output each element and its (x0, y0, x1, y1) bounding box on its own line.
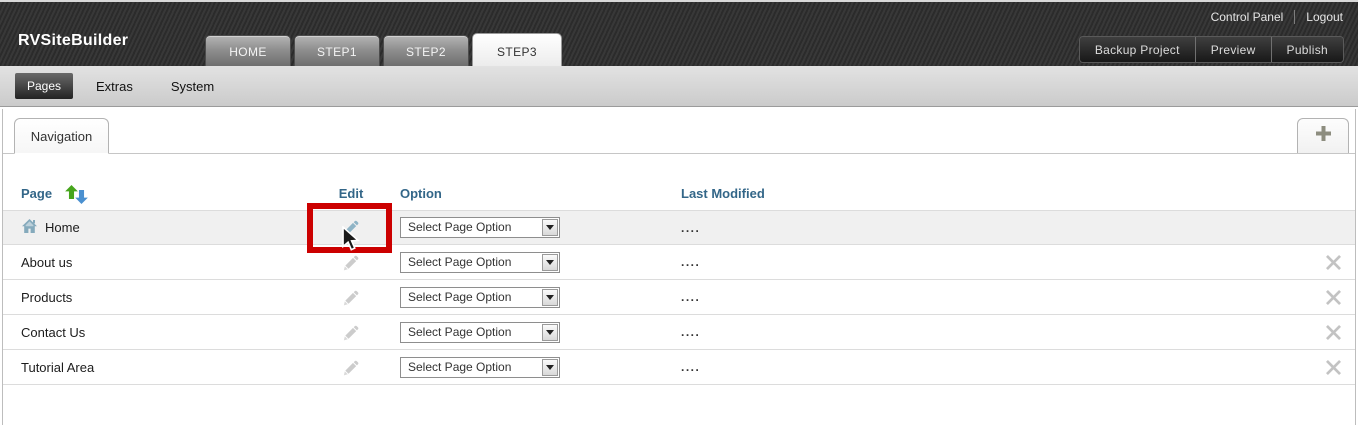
tab-home[interactable]: HOME (205, 35, 291, 66)
add-tab-button[interactable] (1297, 118, 1349, 153)
edit-pencil-icon[interactable] (343, 289, 360, 306)
chevron-down-icon[interactable] (542, 358, 558, 376)
nav-item-system[interactable]: System (170, 78, 215, 94)
table-row: About us Select Page Option .... (3, 245, 1355, 280)
page-option-select[interactable]: Select Page Option (400, 251, 560, 273)
app-logo: RVSiteBuilder (18, 32, 129, 49)
page-option-select[interactable]: Select Page Option (400, 217, 560, 238)
chevron-down-icon[interactable] (542, 253, 558, 271)
last-modified-value: .... (681, 360, 701, 374)
top-links: Control Panel Logout (1211, 10, 1343, 24)
top-bar: RVSiteBuilder Control Panel Logout HOME … (0, 0, 1358, 66)
table-body: Home Select Page Option .... (3, 210, 1355, 385)
page-name: Tutorial Area (21, 359, 95, 375)
select-value: Select Page Option (408, 289, 512, 304)
table-row: Contact Us Select Page Option .... (3, 315, 1355, 350)
page-name: Products (21, 289, 73, 305)
publish-button[interactable]: Publish (1270, 37, 1343, 62)
edit-pencil-icon[interactable] (343, 254, 360, 271)
edit-pencil-icon[interactable] (343, 219, 360, 236)
select-value: Select Page Option (408, 254, 512, 269)
table-row: Tutorial Area Select Page Option .... (3, 350, 1355, 385)
page-option-select[interactable]: Select Page Option (400, 286, 560, 308)
select-value: Select Page Option (408, 220, 512, 234)
delete-icon[interactable] (1326, 289, 1341, 305)
table-row: Products Select Page Option .... (3, 280, 1355, 315)
nav-item-pages[interactable]: Pages (15, 73, 73, 99)
chevron-down-icon[interactable] (542, 288, 558, 306)
tab-step1[interactable]: STEP1 (294, 35, 380, 66)
delete-icon[interactable] (1326, 324, 1341, 340)
home-icon (21, 218, 38, 237)
step-tabs: HOME STEP1 STEP2 STEP3 (205, 33, 562, 66)
top-action-buttons: Backup Project Preview Publish (1078, 36, 1344, 63)
select-value: Select Page Option (408, 324, 512, 339)
edit-pencil-icon[interactable] (343, 359, 360, 376)
page-name: Home (45, 220, 80, 235)
tab-navigation[interactable]: Navigation (14, 118, 109, 154)
table-header-row: Page Edit Option Last Modified (3, 176, 1355, 210)
sort-up-icon[interactable] (65, 184, 78, 202)
tab-step3[interactable]: STEP3 (472, 33, 562, 66)
delete-icon[interactable] (1326, 359, 1341, 375)
last-modified-value: .... (681, 255, 701, 269)
sort-icons (65, 184, 88, 204)
page-name: Contact Us (21, 324, 86, 340)
select-value: Select Page Option (408, 359, 512, 374)
chevron-down-icon[interactable] (542, 323, 558, 341)
page-tab-bar: Navigation (3, 109, 1355, 154)
nav-item-extras[interactable]: Extras (96, 78, 133, 94)
page-name: About us (21, 254, 73, 270)
column-header-last-modified: Last Modified (681, 185, 765, 201)
section-nav-bar: Pages Extras System (0, 66, 1358, 107)
chevron-down-icon[interactable] (542, 219, 558, 236)
content-panel: Navigation Page Edit Option (2, 109, 1356, 425)
last-modified-value: .... (681, 325, 701, 339)
last-modified-value: .... (681, 290, 701, 304)
delete-icon[interactable] (1326, 254, 1341, 270)
column-header-edit: Edit (338, 185, 364, 201)
control-panel-link[interactable]: Control Panel (1210, 10, 1284, 24)
column-header-page: Page (21, 185, 53, 201)
pages-table: Page Edit Option Last Modified (3, 176, 1355, 385)
tab-step2[interactable]: STEP2 (383, 35, 469, 66)
column-header-option: Option (400, 185, 442, 201)
sort-down-icon[interactable] (75, 189, 88, 207)
page-option-select[interactable]: Select Page Option (400, 356, 560, 378)
last-modified-value: .... (681, 220, 701, 235)
edit-pencil-icon[interactable] (343, 324, 360, 341)
backup-project-button[interactable]: Backup Project (1079, 37, 1195, 62)
link-divider (1294, 10, 1296, 24)
logout-link[interactable]: Logout (1306, 10, 1343, 24)
plus-icon (1315, 126, 1331, 146)
preview-button[interactable]: Preview (1194, 37, 1271, 62)
table-row: Home Select Page Option .... (3, 210, 1355, 245)
page-option-select[interactable]: Select Page Option (400, 321, 560, 343)
